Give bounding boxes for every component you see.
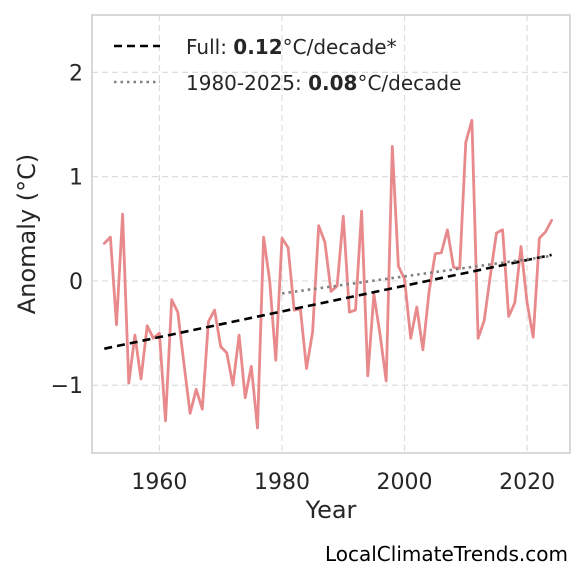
tick-labels: 1960 1980 2000 2020 −1 0 1 2 bbox=[51, 61, 556, 495]
legend-label-recent: 1980-2025: 0.08°C/decade bbox=[186, 71, 461, 95]
series-layer bbox=[102, 118, 553, 430]
plot-background bbox=[92, 15, 570, 453]
series-anomaly-line bbox=[102, 118, 553, 430]
x-axis-label: Year bbox=[305, 496, 357, 524]
x-tick-label: 2020 bbox=[499, 470, 555, 495]
y-tick-label: 2 bbox=[69, 61, 83, 86]
x-tick-label: 1980 bbox=[254, 470, 310, 495]
y-tick-label: 0 bbox=[69, 270, 83, 295]
plot-frame bbox=[91, 14, 571, 454]
x-tick-label: 2000 bbox=[377, 470, 433, 495]
trend-line-full bbox=[104, 253, 552, 350]
y-axis-label: Anomaly (°C) bbox=[13, 154, 41, 314]
x-tick-label: 1960 bbox=[131, 470, 187, 495]
y-tick-label: −1 bbox=[51, 374, 83, 399]
y-tick-label: 1 bbox=[69, 166, 83, 191]
legend-label-full: Full: 0.12°C/decade* bbox=[186, 35, 397, 59]
grid bbox=[92, 15, 570, 453]
legend: Full: 0.12°C/decade* 1980-2025: 0.08°C/d… bbox=[114, 35, 461, 95]
watermark: LocalClimateTrends.com bbox=[325, 542, 568, 566]
